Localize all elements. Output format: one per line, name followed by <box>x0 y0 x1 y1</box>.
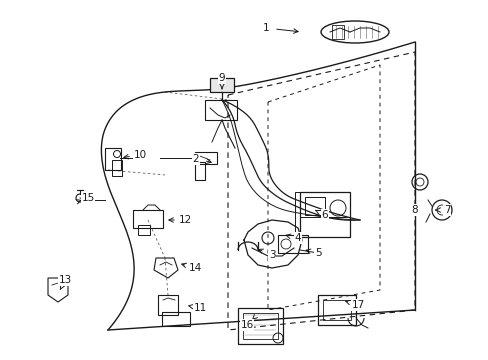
Text: 13: 13 <box>58 275 71 285</box>
Bar <box>133 210 163 228</box>
Text: 3: 3 <box>268 250 275 260</box>
Bar <box>105 148 121 170</box>
Text: 1: 1 <box>262 23 269 33</box>
Text: 10: 10 <box>133 150 146 160</box>
Bar <box>278 235 307 253</box>
Text: 2: 2 <box>192 154 199 164</box>
Bar <box>195 162 204 180</box>
Text: 17: 17 <box>351 300 364 310</box>
Text: 8: 8 <box>411 205 417 215</box>
Bar <box>209 78 234 92</box>
Bar <box>299 192 349 237</box>
Bar <box>158 295 178 315</box>
Bar <box>331 25 343 39</box>
Text: 12: 12 <box>178 215 191 225</box>
Bar <box>204 100 237 120</box>
Bar <box>112 160 122 176</box>
Bar <box>243 313 278 339</box>
Text: 9: 9 <box>218 73 225 83</box>
Bar <box>323 300 350 320</box>
Text: 5: 5 <box>314 248 321 258</box>
Bar <box>162 312 190 326</box>
Text: 14: 14 <box>188 263 201 273</box>
Text: 16: 16 <box>240 320 253 330</box>
Text: 4: 4 <box>294 233 301 243</box>
Bar <box>238 308 283 344</box>
Text: 15: 15 <box>81 193 95 203</box>
Text: 7: 7 <box>443 205 449 215</box>
Bar <box>317 295 355 325</box>
Text: 6: 6 <box>321 210 327 220</box>
Bar <box>305 197 325 215</box>
Text: 11: 11 <box>193 303 206 313</box>
Bar <box>138 225 150 235</box>
Bar <box>195 152 217 164</box>
